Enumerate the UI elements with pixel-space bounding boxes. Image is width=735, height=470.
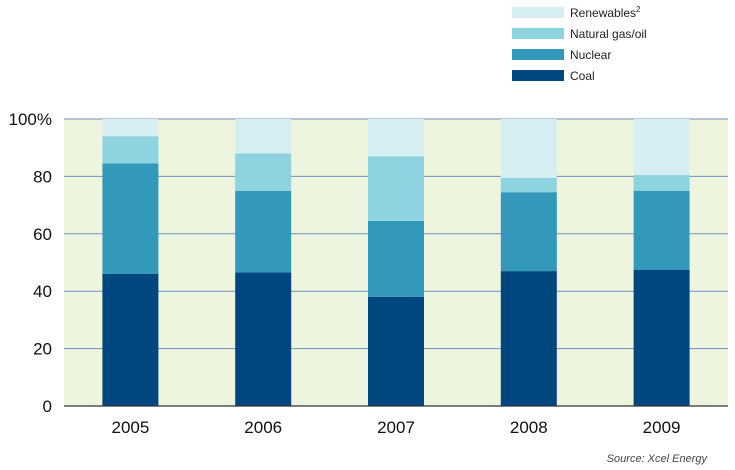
x-tick-label-2008: 2008 <box>510 418 548 437</box>
x-tick-label-2007: 2007 <box>377 418 415 437</box>
x-tick-label-2005: 2005 <box>111 418 149 437</box>
y-tick-label-80: 80 <box>33 167 52 186</box>
legend-label-coal: Coal <box>570 69 595 83</box>
bar-renewables-2007 <box>368 119 424 156</box>
y-tick-label-40: 40 <box>33 282 52 301</box>
y-tick-label-20: 20 <box>33 340 52 359</box>
legend-label-nuclear: Nuclear <box>570 48 611 62</box>
bar-renewables-2006 <box>235 119 291 153</box>
bar-renewables-2008 <box>501 119 557 178</box>
source-note: Source: Xcel Energy <box>607 453 709 465</box>
bar-coal-2007 <box>368 297 424 406</box>
bar-renewables-2005 <box>102 119 158 136</box>
bar-natural-gas-oil-2007 <box>368 156 424 221</box>
y-tick-label-100: 100% <box>9 110 52 129</box>
x-tick-label-2006: 2006 <box>244 418 282 437</box>
legend-swatch-renewables <box>512 7 564 18</box>
bar-nuclear-2005 <box>102 163 158 273</box>
bar-coal-2009 <box>634 270 690 406</box>
legend-label-renewables: Renewables2 <box>570 5 641 20</box>
legend-swatch-natural-gas-oil <box>512 28 564 39</box>
legend-swatch-coal <box>512 70 564 81</box>
bar-renewables-2009 <box>634 119 690 175</box>
bar-nuclear-2009 <box>634 191 690 270</box>
bar-nuclear-2006 <box>235 191 291 273</box>
x-tick-label-2009: 2009 <box>643 418 681 437</box>
bar-natural-gas-oil-2008 <box>501 178 557 192</box>
y-tick-label-60: 60 <box>33 225 52 244</box>
legend: Renewables2 Natural gas/oil Nuclear Coal <box>512 5 647 83</box>
bar-coal-2008 <box>501 271 557 406</box>
y-tick-label-0: 0 <box>43 397 52 416</box>
bar-natural-gas-oil-2009 <box>634 175 690 191</box>
bar-coal-2005 <box>102 274 158 406</box>
bar-coal-2006 <box>235 273 291 406</box>
y-axis-ticks: 0 20 40 60 80 100% <box>9 110 52 416</box>
legend-swatch-nuclear <box>512 49 564 60</box>
bar-nuclear-2007 <box>368 221 424 297</box>
bar-natural-gas-oil-2005 <box>102 136 158 163</box>
legend-label-natural-gas-oil: Natural gas/oil <box>570 27 647 41</box>
x-axis-ticks: 2005 2006 2007 2008 2009 <box>111 418 680 437</box>
bar-nuclear-2008 <box>501 192 557 271</box>
bar-natural-gas-oil-2006 <box>235 153 291 190</box>
